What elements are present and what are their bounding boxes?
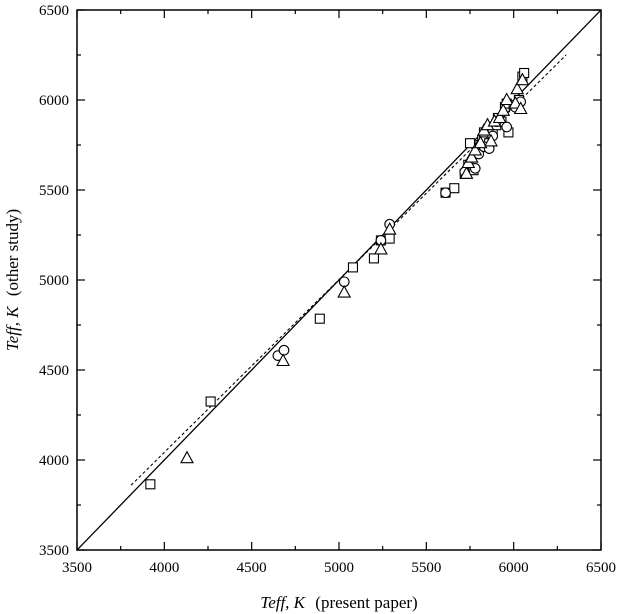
triangle-point — [459, 166, 474, 179]
x-tick-label: 6000 — [499, 560, 529, 576]
triangle-point — [508, 95, 523, 109]
y-tick-label: 6000 — [39, 93, 69, 109]
circle-point — [278, 344, 290, 356]
x-tick-label: 4000 — [149, 560, 179, 576]
x-tick-label: 5500 — [411, 560, 441, 576]
triangle-point — [464, 149, 479, 163]
y-tick-label: 4500 — [39, 363, 69, 379]
x-axis-title-suffix: (present paper) — [315, 593, 417, 612]
triangle-point — [513, 101, 528, 115]
circle-point — [440, 187, 451, 199]
triangle-point — [492, 110, 507, 124]
reference-lines — [77, 10, 601, 550]
triangle-point — [382, 221, 397, 235]
triangle-point — [468, 142, 483, 156]
triangle-point — [373, 241, 388, 255]
data-points — [145, 67, 530, 490]
y-tick-label: 3500 — [39, 543, 69, 559]
y-axis-title-suffix: (other study) — [3, 209, 22, 296]
x-tick-labels: 3500 4000 4500 5000 5500 6000 6500 — [62, 560, 616, 576]
triangle-point — [484, 133, 498, 147]
x-tick-label: 5000 — [324, 560, 354, 576]
y-tick-label: 4000 — [39, 453, 69, 469]
square-point — [314, 313, 325, 324]
fit-line — [130, 54, 567, 486]
circle-point — [501, 121, 513, 133]
x-tick-label: 6500 — [586, 560, 616, 576]
square-point — [205, 396, 216, 407]
square-point — [449, 183, 460, 194]
square-point — [145, 479, 156, 490]
square-point — [368, 253, 379, 264]
y-axis-title-main: Teff, K — [3, 305, 22, 351]
triangle-point — [473, 135, 488, 149]
y-tick-labels: 3500 4000 4500 5000 5500 6000 6500 — [39, 3, 69, 559]
square-point — [384, 233, 395, 244]
triangle-point — [515, 72, 530, 86]
triangle-point — [276, 353, 291, 367]
triangle-point — [496, 103, 511, 116]
x-tick-label: 3500 — [62, 560, 92, 576]
square-point — [347, 262, 359, 273]
triangle-point — [337, 284, 352, 298]
y-axis-title: Teff, K (other study) — [3, 209, 22, 351]
square-point — [464, 138, 476, 149]
plot-frame — [76, 9, 602, 551]
triangle-point — [499, 92, 514, 106]
triangle-point — [180, 450, 194, 464]
x-axis-title-main: Teff, K — [260, 593, 306, 612]
triangle-point — [510, 81, 525, 95]
x-tick-label: 4500 — [237, 560, 267, 576]
x-axis-title: Teff, K (present paper) — [260, 593, 417, 612]
y-tick-label: 5000 — [39, 273, 69, 289]
y-tick-label: 6500 — [39, 3, 69, 19]
y-tick-label: 5500 — [39, 183, 69, 199]
